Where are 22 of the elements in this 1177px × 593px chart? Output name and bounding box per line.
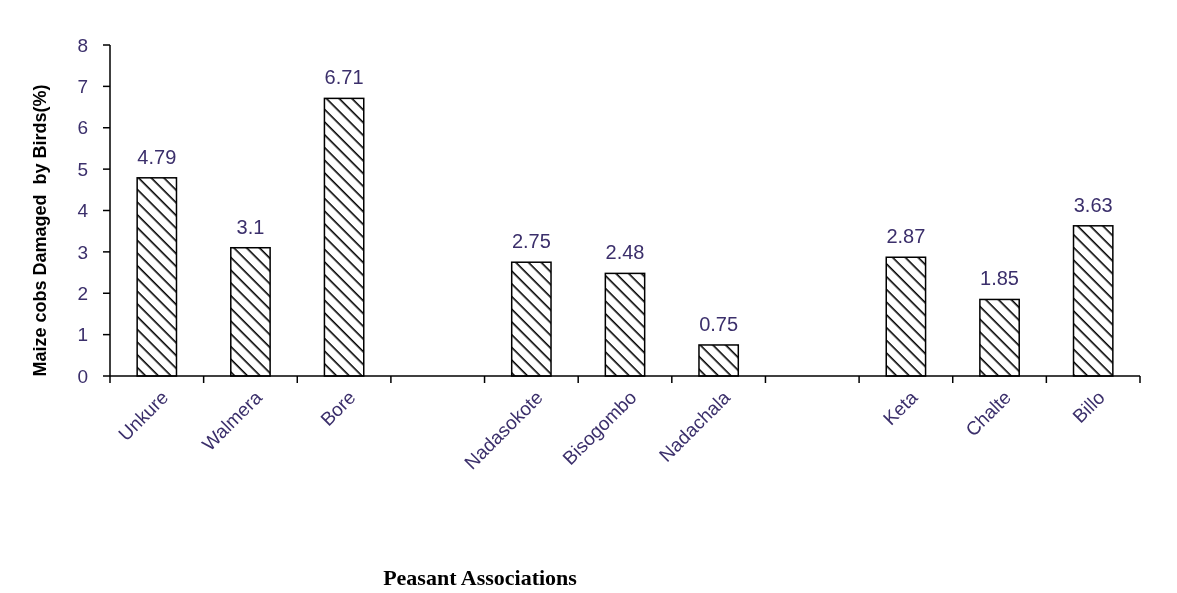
x-axis-title: Peasant Associations bbox=[383, 565, 578, 590]
y-tick-label: 0 bbox=[77, 365, 88, 387]
y-tick-label: 6 bbox=[77, 117, 88, 139]
x-tick-label: Keta bbox=[878, 386, 922, 430]
data-label: 1.85 bbox=[980, 267, 1020, 290]
y-tick-label: 1 bbox=[77, 324, 88, 346]
data-label: 2.75 bbox=[511, 230, 551, 253]
data-label: 2.48 bbox=[605, 241, 645, 264]
data-label: 3.63 bbox=[1073, 193, 1113, 216]
y-tick-label: 4 bbox=[77, 200, 89, 222]
y-tick-label: 7 bbox=[77, 76, 88, 98]
data-label: 3.1 bbox=[236, 215, 265, 238]
x-tick-label: Billo bbox=[1068, 386, 1109, 427]
y-tick-label: 8 bbox=[77, 34, 88, 56]
data-label: 4.79 bbox=[137, 145, 177, 168]
y-tick-label: 5 bbox=[77, 158, 88, 180]
data-label: 2.87 bbox=[886, 225, 926, 248]
y-tick-label: 2 bbox=[77, 282, 88, 304]
data-label: 6.71 bbox=[324, 66, 364, 89]
data-label: 0.75 bbox=[699, 312, 739, 335]
y-axis-title: Maize cobs Damaged by Birds(%) bbox=[30, 84, 50, 377]
y-tick-label: 3 bbox=[77, 241, 88, 263]
